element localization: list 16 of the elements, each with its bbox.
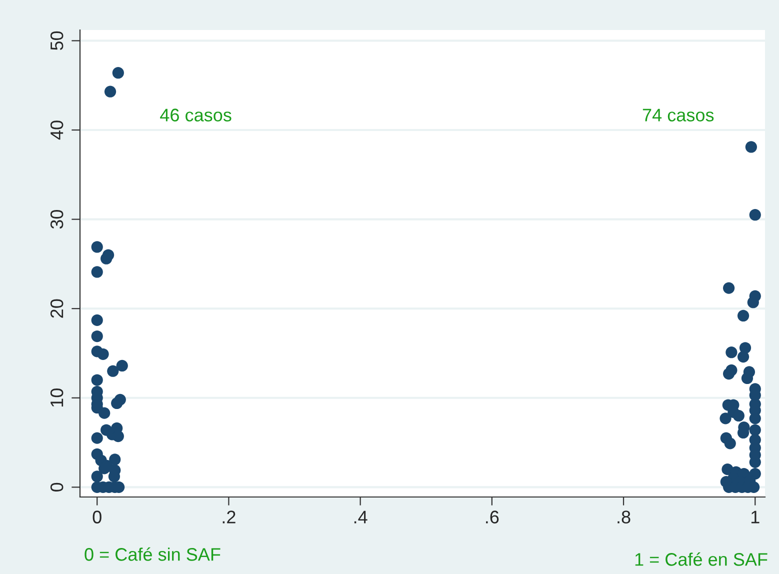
y-tick-label: 50 (50, 31, 64, 50)
y-tick-label: 10 (50, 388, 64, 407)
x-tick-label: .6 (486, 510, 499, 524)
x-tick-label: 0 (92, 510, 102, 524)
x-tick-label: .2 (222, 510, 236, 524)
text: 1 = Café en SAF (635, 552, 768, 566)
y-tick-label: 0 (50, 482, 64, 492)
y-tick-label: 30 (50, 210, 64, 229)
annotation: 74 casos (642, 108, 714, 122)
text: 0 = Café sin SAF (84, 547, 220, 561)
x-tick-label: 1 (751, 510, 760, 524)
x-tick-label: .4 (354, 510, 368, 524)
x-tick-label: .8 (618, 510, 630, 524)
annotation: 46 casos (160, 108, 232, 122)
y-tick-label: 20 (50, 299, 64, 318)
y-tick-label: 40 (50, 120, 64, 140)
